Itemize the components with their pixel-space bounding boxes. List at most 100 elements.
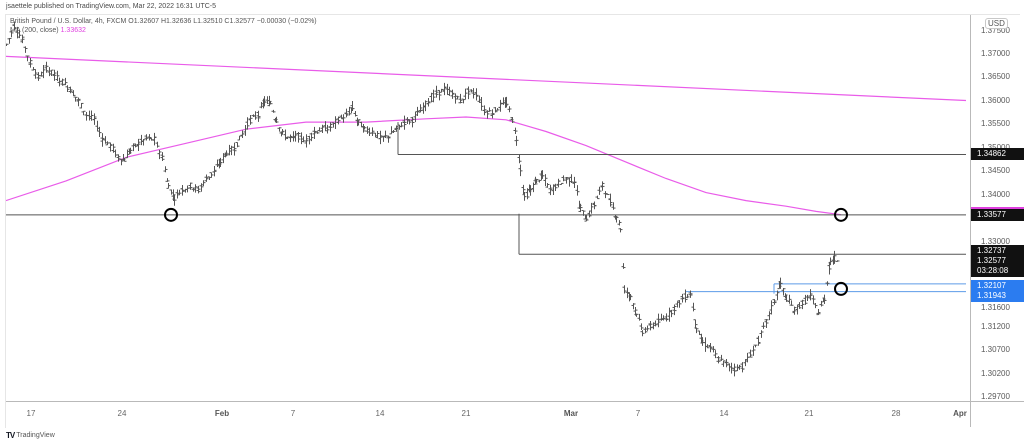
ohlc-bar [811, 295, 816, 305]
ohlc-bar [816, 311, 821, 314]
date-tick-label: 24 [117, 409, 127, 418]
ohlc-bar [450, 89, 455, 95]
ohlc-bar [309, 132, 314, 142]
ohlc-bar [543, 174, 548, 186]
ohlc-bar [113, 149, 118, 158]
ohlc-bar [288, 134, 293, 142]
price-tick-label: 1.36000 [981, 95, 1010, 105]
ohlc-bar [447, 86, 452, 96]
ohlc-bar [545, 183, 550, 188]
price-tick-label: 1.35500 [981, 119, 1010, 129]
ohlc-bar [694, 327, 699, 334]
tradingview-logo-icon: TV [6, 431, 15, 440]
price-plot-area[interactable] [6, 15, 966, 401]
ohlc-bar [47, 67, 52, 77]
ohlc-bar [116, 155, 121, 162]
ohlc-bar [643, 327, 648, 334]
ohlc-bar [474, 88, 479, 101]
ohlc-bar [740, 362, 745, 371]
ohlc-bar [705, 344, 710, 349]
ohlc-bar [381, 136, 386, 142]
ohlc-bar [795, 304, 800, 315]
ohlc-bar [688, 292, 693, 296]
price-tick-label: 1.37500 [981, 25, 1010, 35]
ohlc-bar [44, 65, 49, 73]
ohlc-bar [597, 186, 602, 195]
ohlc-bar [600, 185, 605, 189]
ohlc-bar [6, 43, 9, 47]
ohlc-bar [455, 95, 460, 100]
ohlc-bar [693, 319, 698, 329]
ohlc-bar [783, 293, 788, 299]
ohlc-bar [522, 191, 527, 201]
price-tick-label: 1.30700 [981, 345, 1010, 354]
ma-indicator-line[interactable]: MA (200, close) 1.33632 [10, 26, 317, 35]
price-tick-label: 1.37000 [981, 49, 1010, 58]
ohlc-bar [89, 110, 94, 121]
price-tick-label: 1.30200 [981, 368, 1010, 378]
ohlc-bar [415, 106, 420, 117]
ohlc-bar [344, 108, 349, 118]
ohlc-bar [259, 101, 264, 109]
ohlc-bar [33, 69, 38, 79]
ohlc-bar [160, 154, 165, 162]
ohlc-bar [548, 184, 553, 196]
ohlc-bar [57, 77, 62, 87]
ohlc-bar [521, 184, 526, 195]
ohlc-bar [661, 315, 666, 321]
ohlc-bar [507, 106, 512, 113]
time-axis[interactable]: 17 24 Feb 7 14 21 Mar 7 14 21 28 Apr [6, 401, 970, 427]
ohlc-bar [621, 263, 626, 269]
ohlc-bar [402, 121, 407, 130]
ohlc-bar [664, 317, 669, 321]
ohlc-bar [805, 294, 810, 302]
ohlc-bar [336, 117, 341, 125]
ma-value: 1.33632 [60, 27, 86, 34]
ohlc-bar [769, 300, 774, 315]
ma-axis-marker [971, 206, 1024, 209]
ohlc-bar [55, 70, 60, 82]
ohlc-bar [92, 113, 97, 125]
ohlc-bar [463, 88, 468, 100]
ohlc-bar [410, 119, 415, 128]
ohlc-bar [347, 106, 352, 116]
ohlc-bar [569, 174, 574, 184]
price-tick-label: 1.29700 [981, 392, 1010, 401]
ohlc-bar [237, 135, 242, 141]
ohlc-bar [540, 170, 545, 179]
ohlc-bar [375, 131, 380, 139]
ohlc-bar [559, 182, 564, 185]
ohlc-bar [212, 166, 217, 173]
ohlc-bar [12, 21, 17, 31]
ohlc-bar [789, 300, 794, 306]
ohlc-bar [103, 136, 108, 144]
ohlc-bar [65, 85, 70, 93]
date-tick-label: 17 [26, 409, 36, 418]
currency-badge[interactable]: USD [985, 18, 1008, 29]
ohlc-bar [52, 69, 57, 79]
ohlc-bar [97, 126, 102, 138]
ohlc-bar [510, 117, 515, 124]
ohlc-bar [691, 302, 696, 312]
ohlc-bar [169, 189, 174, 195]
ohlc-bar [49, 69, 54, 77]
price-chart-canvas[interactable] [6, 15, 966, 401]
ohlc-bar [639, 323, 644, 330]
ohlc-bar [772, 299, 777, 304]
ohlc-bar [41, 65, 46, 79]
ohlc-bar [262, 96, 267, 107]
ohlc-bar [413, 111, 418, 123]
date-tick-label: Apr [953, 409, 967, 418]
ohlc-bar [618, 228, 623, 233]
ohlc-bar [628, 293, 633, 301]
annotation-circle [164, 207, 178, 222]
symbol-ohlc-line[interactable]: British Pound / U.S. Dollar, 4h, FXCM O1… [10, 18, 317, 25]
ohlc-bar [825, 281, 830, 286]
ohlc-bar [631, 303, 636, 310]
price-axis[interactable]: USD 1.37500 1.37000 1.36500 1.36000 1.35500 1… [970, 15, 1024, 401]
ohlc-bar [144, 137, 149, 141]
ohlc-bar [685, 294, 690, 299]
ohlc-bar [622, 285, 627, 294]
price-level-tag: 1.33577 [971, 208, 1024, 221]
ohlc-bar [595, 195, 600, 200]
